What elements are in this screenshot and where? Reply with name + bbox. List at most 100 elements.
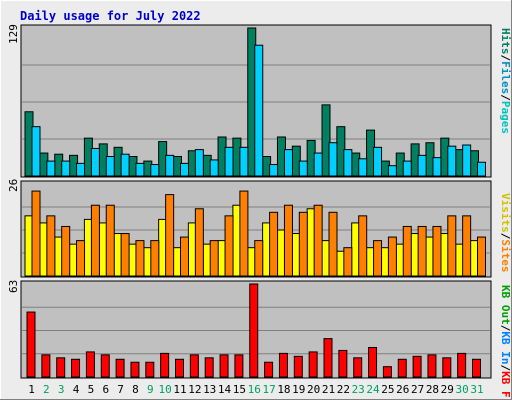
legend-hits-files-pages: Hits/Files/Pages — [499, 28, 512, 134]
bar-sites — [135, 240, 145, 277]
legend-entry: Sites — [499, 239, 512, 272]
bar-sites — [477, 236, 486, 277]
x-tick-label: 31 — [470, 383, 483, 396]
bars — [24, 27, 486, 378]
bar-kb-f — [368, 346, 378, 378]
bar-files — [358, 158, 368, 177]
bar-sites — [224, 215, 234, 277]
bar-kb-f — [382, 366, 392, 378]
bar-kb-f — [353, 357, 363, 378]
bar-kb-f — [204, 357, 214, 378]
bar-kb-f — [115, 358, 125, 378]
bar-sites — [283, 204, 293, 277]
x-tick-label: 26 — [396, 383, 409, 396]
legend-entry: KB In — [499, 331, 512, 364]
bar-files — [76, 162, 86, 177]
bar-sites — [239, 190, 249, 277]
panel-kb-max-label: 63 — [7, 280, 20, 293]
panel-visits-max-label: 26 — [7, 179, 20, 192]
legend-entry: KB Out — [499, 285, 512, 325]
bar-sites — [165, 194, 175, 277]
bar-files — [135, 162, 145, 177]
bar-kb-f — [100, 354, 110, 378]
bar-sites — [313, 204, 323, 277]
x-tick-label: 15 — [233, 383, 246, 396]
legend-entry: Hits — [499, 28, 512, 55]
bar-kb-f — [264, 361, 274, 378]
bar-files — [239, 146, 249, 177]
chart-title: Daily usage for July 2022 — [20, 9, 201, 23]
bar-files — [180, 162, 189, 177]
bar-kb-f — [412, 355, 422, 378]
bar-kb-f — [308, 351, 318, 378]
bar-files — [462, 144, 472, 177]
bar-sites — [298, 211, 308, 277]
bar-kb-f — [234, 354, 244, 378]
x-tick-label: 4 — [73, 383, 80, 396]
legend-kb: KB Out/KB In/KB F — [499, 285, 512, 398]
bar-sites — [417, 225, 427, 277]
bar-kb-f — [293, 355, 303, 378]
legend-entry: / — [499, 325, 512, 332]
panel-hits-max-label: 129 — [7, 24, 20, 44]
bar-kb-f — [442, 357, 452, 378]
x-tick-label: 11 — [173, 383, 186, 396]
x-tick-label: 6 — [102, 383, 109, 396]
legend-visits-sites: Visits/Sites — [499, 193, 512, 273]
x-tick-label: 25 — [381, 383, 394, 396]
bar-kb-f — [175, 358, 184, 378]
bar-kb-f — [219, 354, 229, 378]
x-tick-label: 30 — [456, 383, 469, 396]
bar-kb-f — [130, 361, 140, 378]
bar-files — [224, 146, 234, 177]
bar-files — [387, 165, 397, 177]
x-tick-label: 12 — [188, 383, 201, 396]
bar-sites — [432, 225, 442, 277]
bar-kb-f — [41, 354, 51, 378]
bar-sites — [269, 211, 279, 277]
bar-sites — [120, 233, 130, 277]
bar-sites — [387, 236, 397, 277]
bar-files — [269, 164, 279, 177]
bar-sites — [31, 190, 41, 277]
legend-entry: / — [499, 94, 512, 101]
legend-entry: / — [499, 233, 512, 240]
bar-kb-f — [26, 311, 36, 378]
bar-files — [417, 154, 427, 177]
bar-files — [105, 155, 115, 177]
bar-files — [61, 160, 71, 177]
bar-sites — [447, 215, 457, 277]
x-tick-label: 21 — [322, 383, 335, 396]
x-tick-label: 10 — [159, 383, 172, 396]
bar-kb-f — [71, 358, 81, 378]
x-tick-label: 29 — [441, 383, 454, 396]
x-tick-label: 7 — [117, 383, 124, 396]
bar-kb-f — [338, 349, 348, 378]
legend-entry: Pages — [499, 101, 512, 134]
bar-files — [31, 126, 41, 177]
bar-sites — [46, 215, 56, 277]
x-tick-label: 27 — [411, 383, 424, 396]
legend-entry: / — [499, 55, 512, 62]
bar-kb-f — [249, 283, 259, 378]
bar-files — [298, 160, 308, 177]
bar-files — [209, 159, 219, 177]
x-tick-label: 24 — [366, 383, 380, 396]
x-tick-label: 16 — [248, 383, 261, 396]
bar-hits — [321, 104, 331, 177]
x-tick-labels: 1 2 3 4 5 6 7 8 9 10 11 12 13 14 15 16 17 18 19 20 21 22 23 24 2… — [28, 383, 483, 396]
x-tick-label: 22 — [337, 383, 350, 396]
bar-kb-f — [85, 351, 95, 378]
bar-sites — [373, 240, 383, 277]
bar-kb-f — [457, 352, 467, 378]
bar-files — [343, 149, 353, 177]
x-tick-label: 17 — [262, 383, 275, 396]
legend-entry: Files — [499, 61, 512, 94]
bar-kb-f — [160, 352, 170, 378]
x-tick-label: 19 — [292, 383, 305, 396]
bar-sites — [209, 240, 219, 277]
bar-kb-f — [278, 352, 288, 378]
bar-kb-f — [323, 338, 333, 378]
legend-entry: KB F — [499, 371, 512, 398]
